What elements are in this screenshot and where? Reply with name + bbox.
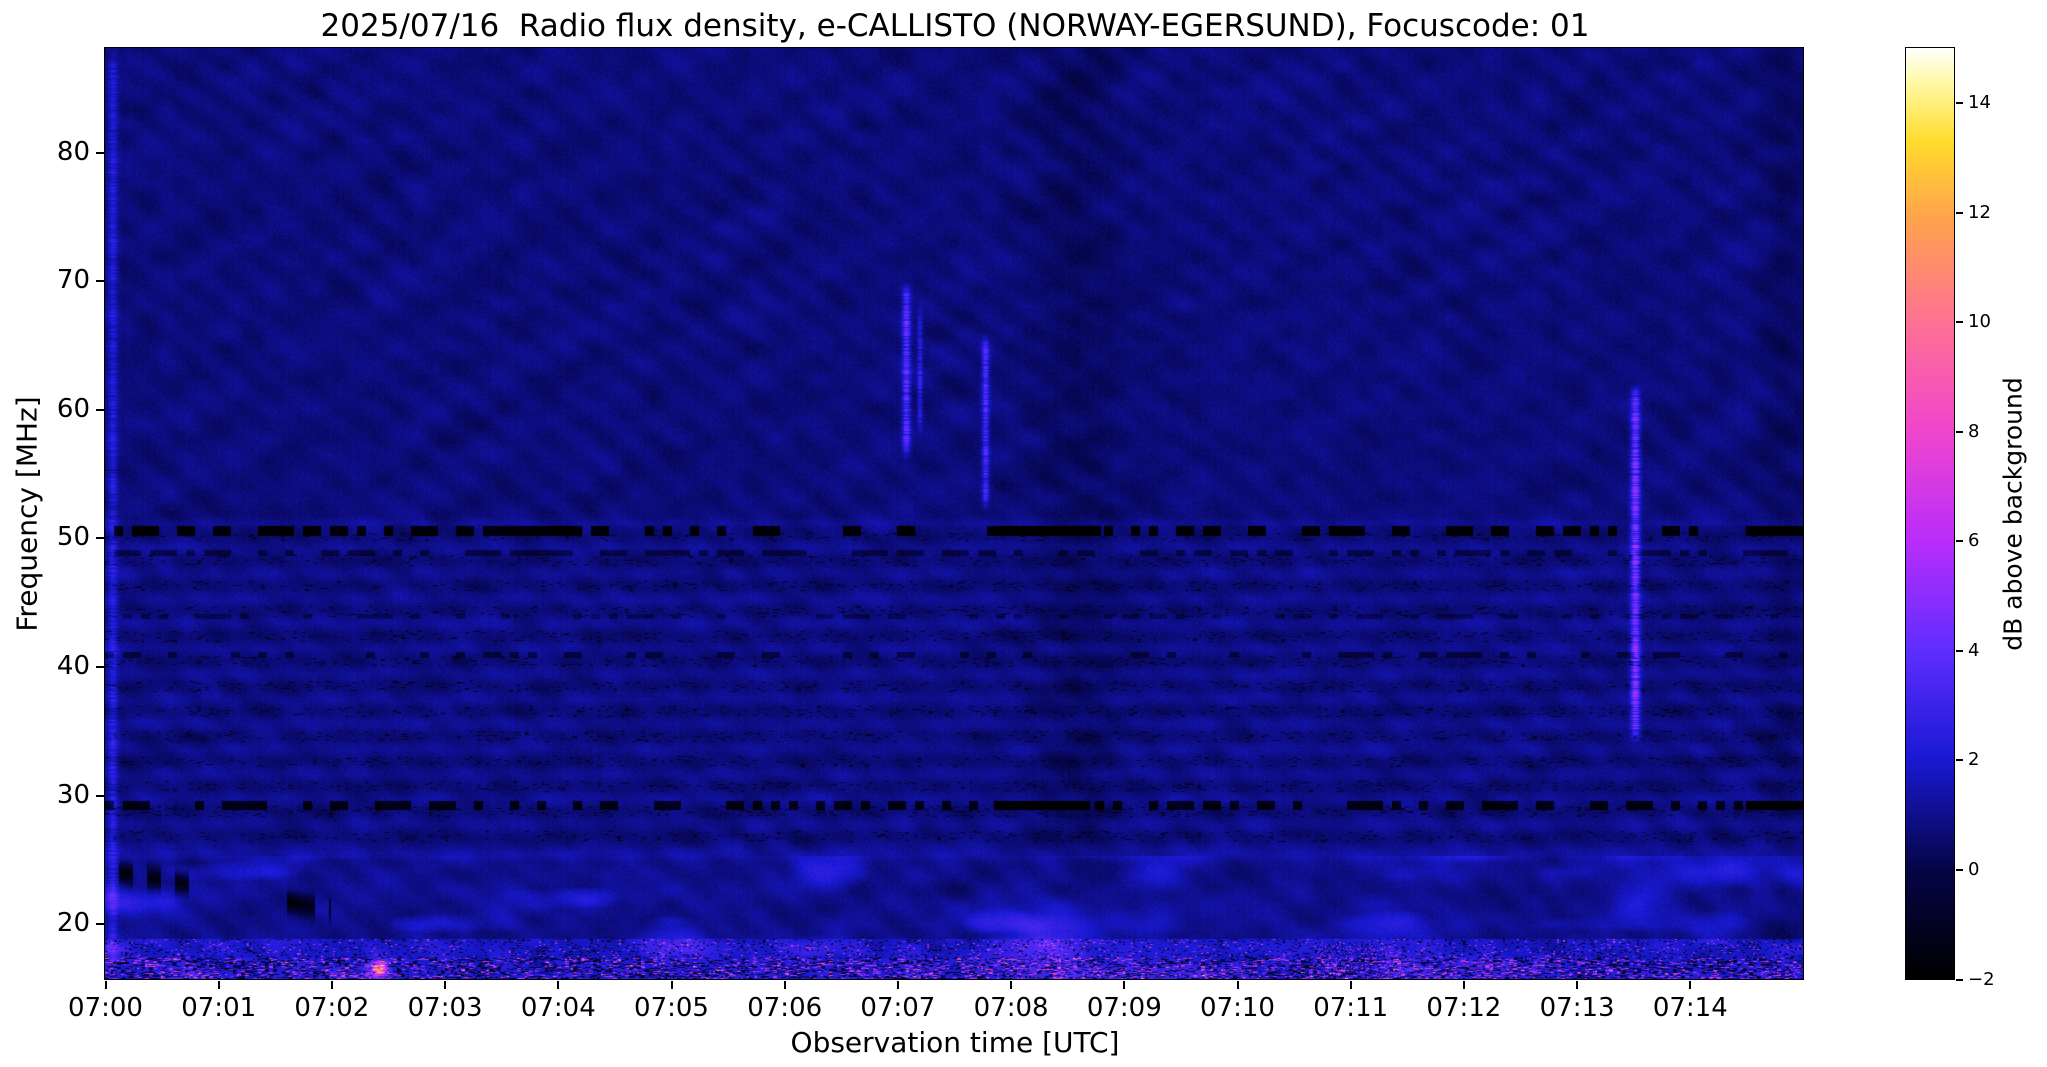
x-tick-mark — [1349, 981, 1352, 989]
x-tick-mark — [1576, 981, 1579, 989]
x-tick-label: 07:00 — [68, 993, 143, 1023]
colorbar-tick-mark — [1956, 868, 1963, 871]
colorbar-tick-mark — [1956, 649, 1963, 652]
x-tick-mark — [444, 981, 447, 989]
y-tick-label: 80 — [56, 136, 90, 167]
x-tick-mark — [896, 981, 899, 989]
x-tick-mark — [1010, 981, 1013, 989]
colorbar-tick-label: 0 — [1968, 858, 1980, 880]
x-tick-mark — [670, 981, 673, 989]
y-tick-mark — [96, 923, 104, 926]
x-tick-mark — [1462, 981, 1465, 989]
x-tick-label: 07:13 — [1539, 993, 1615, 1023]
colorbar-tick-label: 2 — [1968, 749, 1980, 771]
colorbar-tick-label: 6 — [1968, 530, 1980, 552]
x-tick-label: 07:04 — [520, 993, 596, 1023]
colorbar-canvas — [1905, 47, 1955, 980]
x-tick-mark — [557, 981, 560, 989]
x-tick-label: 07:07 — [860, 993, 936, 1023]
colorbar-tick-mark — [1956, 430, 1963, 433]
y-tick-mark — [96, 537, 104, 540]
colorbar-tick-mark — [1956, 759, 1963, 762]
x-tick-label: 07:14 — [1652, 993, 1728, 1023]
y-tick-label: 70 — [56, 265, 90, 296]
y-tick-mark — [96, 794, 104, 797]
chart-title: 2025/07/16 Radio flux density, e-CALLIST… — [320, 8, 1590, 44]
x-tick-mark — [1236, 981, 1239, 989]
colorbar-tick-label: 14 — [1968, 92, 1991, 114]
x-tick-mark — [330, 981, 333, 989]
colorbar-label: dB above background — [1998, 377, 2028, 651]
x-tick-label: 07:02 — [294, 993, 370, 1023]
x-tick-label: 07:12 — [1426, 993, 1502, 1023]
colorbar-tick-mark — [1956, 102, 1963, 105]
y-tick-label: 60 — [56, 393, 90, 424]
x-tick-mark — [783, 981, 786, 989]
x-tick-mark — [217, 981, 220, 989]
x-axis-label: Observation time [UTC] — [790, 1026, 1120, 1059]
y-tick-label: 40 — [56, 651, 90, 682]
colorbar-tick-label: 10 — [1968, 311, 1991, 333]
y-tick-label: 20 — [56, 908, 90, 939]
x-tick-label: 07:09 — [1086, 993, 1162, 1023]
y-tick-mark — [96, 408, 104, 411]
colorbar-tick-mark — [1956, 978, 1963, 981]
y-tick-mark — [96, 280, 104, 283]
x-tick-label: 07:03 — [407, 993, 483, 1023]
x-tick-mark — [104, 981, 107, 989]
x-tick-mark — [1689, 981, 1692, 989]
colorbar-tick-mark — [1956, 540, 1963, 543]
x-tick-label: 07:01 — [181, 993, 257, 1023]
x-tick-label: 07:10 — [1200, 993, 1275, 1023]
x-tick-mark — [1123, 981, 1126, 989]
colorbar-tick-label: 4 — [1968, 639, 1980, 661]
x-tick-label: 07:08 — [973, 993, 1049, 1023]
y-axis-label: Frequency [MHz] — [10, 396, 44, 632]
x-tick-label: 07:05 — [634, 993, 709, 1023]
y-tick-label: 50 — [56, 522, 90, 553]
x-tick-label: 07:11 — [1313, 993, 1389, 1023]
y-tick-mark — [96, 666, 104, 669]
colorbar-tick-label: 8 — [1968, 420, 1980, 442]
colorbar-tick-mark — [1956, 211, 1963, 214]
colorbar-tick-label: −2 — [1968, 968, 1995, 990]
y-tick-label: 30 — [56, 779, 90, 810]
colorbar-tick-label: 12 — [1968, 201, 1991, 223]
spectrogram-canvas — [104, 47, 1804, 980]
y-tick-mark — [96, 151, 104, 154]
x-tick-label: 07:06 — [747, 993, 823, 1023]
colorbar-tick-mark — [1956, 321, 1963, 324]
